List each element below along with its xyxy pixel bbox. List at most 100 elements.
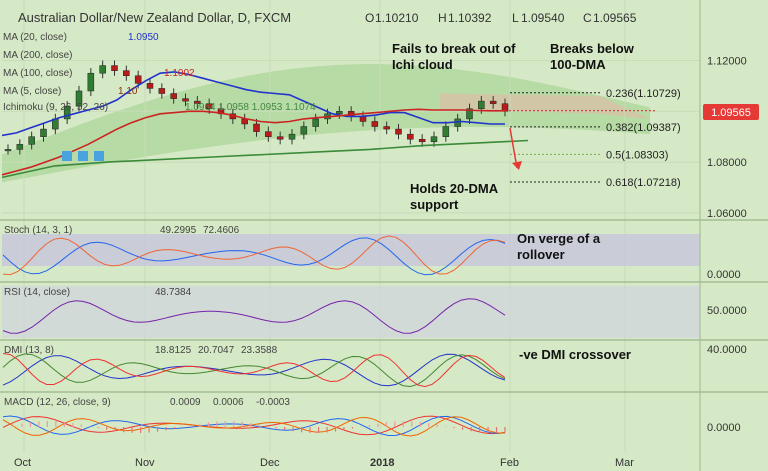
series-lines [1, 71, 655, 179]
ohlc-c-value: 1.09565 [593, 11, 637, 25]
candle-body [99, 65, 106, 74]
x-tick-label: Dec [260, 457, 280, 469]
series-line-trendline [1, 139, 529, 179]
subpanel-line [2, 298, 506, 334]
candle-body [111, 65, 118, 71]
candle-body [253, 123, 260, 132]
subpanel-line [2, 235, 506, 276]
candle-body [478, 100, 485, 110]
candle-body [407, 133, 414, 140]
candle-body [146, 83, 154, 89]
annotation-support-1: Holds 20-DMA [410, 181, 499, 196]
settings-icon[interactable] [78, 151, 88, 161]
down-arrow-shaft [509, 127, 518, 169]
subpanel-line [2, 415, 506, 437]
candle-body [265, 131, 272, 137]
candle-body [63, 105, 71, 120]
y-tick-label: 1.06000 [707, 208, 747, 220]
ichimoku-label[interactable]: Ichimoku (9, 26, 52, 26) [3, 102, 108, 113]
annotation-ichi-1: Fails to break out of [392, 41, 516, 56]
subpanel-value: 18.8125 [155, 345, 192, 356]
price-badge [703, 104, 759, 120]
ohlc-l-label: L [512, 11, 519, 25]
ma100-label[interactable]: MA (100, close) [3, 68, 72, 79]
y-tick-label: 1.08000 [707, 157, 747, 169]
candle-body [16, 144, 24, 150]
y-tick-label: 1.12000 [707, 55, 747, 67]
subpanel-line [2, 237, 506, 276]
annotation-dma-1: Breaks below [550, 41, 635, 56]
subpanel-band [2, 286, 700, 338]
subpanel-line [2, 353, 506, 388]
subpanel-value: 49.2995 [160, 225, 197, 236]
ohlc-l-value: 1.09540 [521, 11, 565, 25]
subpanel-value: 20.7047 [198, 345, 235, 356]
candle-body [194, 100, 201, 104]
subpanel-line [2, 353, 506, 387]
chart-title: Australian Dollar/New Zealand Dollar, D,… [18, 10, 291, 25]
annotation-dma-2: 100-DMA [550, 57, 606, 72]
subpanels: Stoch (14, 3, 1) 49.2995 72.4606 0.0000 RSI … [0, 219, 768, 437]
x-tick-label: Nov [135, 457, 155, 469]
candle-body [288, 133, 296, 140]
ohlc-readout: O 1.10210 H 1.10392 L 1.09540 C 1.09565 [365, 11, 637, 25]
ma5-label[interactable]: MA (5, close) [3, 86, 61, 97]
ichimoku-cloud-bearish [440, 93, 650, 119]
ohlc-o-value: 1.10210 [375, 11, 419, 25]
close-icon[interactable] [94, 151, 104, 161]
subpanel-value: 0.0006 [213, 397, 244, 408]
subpanel-name: Stoch (14, 3, 1) [4, 225, 72, 236]
subpanel-value: 48.7384 [155, 287, 192, 298]
annotation-stoch-2: rollover [517, 247, 565, 262]
annotation-stoch-1: On verge of a [517, 231, 601, 246]
subpanel-y-tick: 0.0000 [707, 269, 741, 281]
x-tick-label: Oct [14, 457, 31, 469]
candle-body [158, 88, 166, 94]
candle-body [336, 111, 343, 115]
fib-label: 0.618(1.07218) [606, 177, 681, 189]
candle-body [418, 138, 426, 143]
candle-body [182, 98, 189, 102]
legend-icon-buttons[interactable] [62, 151, 104, 161]
series-line-ma100 [1, 108, 505, 176]
ichimoku-cloud [2, 64, 650, 183]
x-tick-label: Feb [500, 457, 519, 469]
ichimoku-values: 1.0964 1.0958 1.0953 1.1074 [185, 102, 316, 113]
candle-body [300, 126, 308, 135]
candle-body [87, 72, 95, 92]
subpanel-value: 23.3588 [241, 345, 278, 356]
candle-body [383, 126, 390, 130]
indicator-legend[interactable]: MA (20, close) 1.0950 MA (200, close) MA… [3, 32, 316, 113]
subpanel-name: DMI (13, 8) [4, 345, 54, 356]
ohlc-c-label: C [583, 11, 592, 25]
subpanel-y-tick: 0.0000 [707, 422, 741, 434]
series-line-ma20 [1, 71, 505, 137]
subpanel-name: RSI (14, close) [4, 287, 70, 298]
ma20-value: 1.0950 [128, 32, 159, 43]
annotation-support-2: support [410, 197, 459, 212]
candle-body [134, 75, 142, 84]
subpanel-name: MACD (12, 26, close, 9) [4, 397, 111, 408]
ma20-label[interactable]: MA (20, close) [3, 32, 67, 43]
ohlc-o-label: O [365, 11, 374, 25]
candle-body [123, 70, 130, 76]
fib-label: 0.236(1.10729) [606, 88, 681, 100]
annotation-ichi-2: Ichi cloud [392, 57, 453, 72]
candle-body [466, 108, 473, 120]
candle-body [28, 136, 35, 145]
subpanel-value: 0.0009 [170, 397, 201, 408]
subpanel-value: -0.0003 [256, 397, 290, 408]
subpanel-band [2, 234, 700, 266]
candle-body [4, 149, 12, 152]
candle-body [75, 90, 83, 107]
candle-body [442, 126, 450, 137]
x-axis: Oct Nov Dec 2018 Feb Mar [14, 457, 634, 469]
eye-icon[interactable] [62, 151, 72, 161]
candlesticks [4, 60, 509, 155]
candle-body [489, 100, 497, 104]
ma200-label[interactable]: MA (200, close) [3, 50, 72, 61]
fib-label: 0.382(1.09387) [606, 122, 681, 134]
candle-body [312, 118, 319, 127]
subpanel-line [2, 353, 506, 388]
